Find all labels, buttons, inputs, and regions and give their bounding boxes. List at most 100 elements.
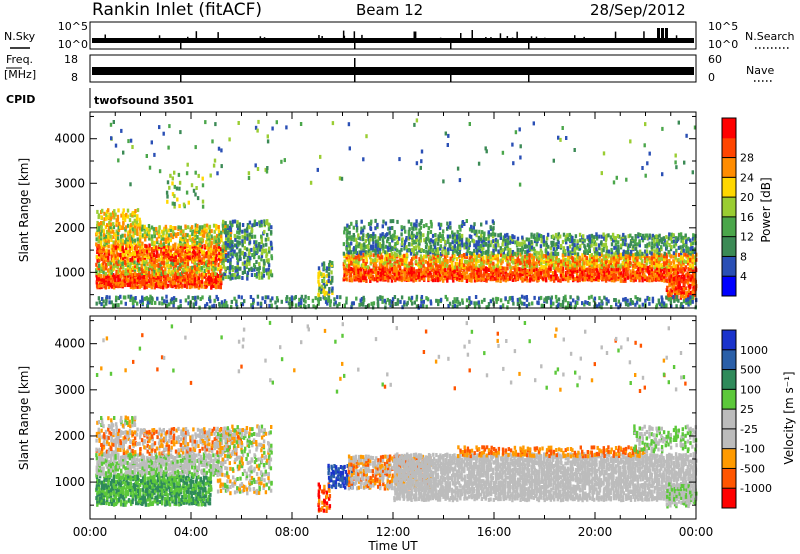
power-cell	[496, 278, 500, 283]
power-cell	[202, 255, 206, 260]
power-cell	[670, 281, 673, 286]
power-cell	[225, 233, 228, 238]
power-cell	[235, 244, 239, 249]
power-cell	[95, 254, 99, 259]
freq-trace	[92, 67, 694, 75]
power-cell	[318, 282, 321, 287]
power-cell	[576, 276, 579, 281]
power-cell	[472, 252, 475, 257]
power-cell	[588, 249, 591, 253]
power-cell	[473, 222, 476, 227]
power-cell	[479, 265, 483, 270]
power-cell	[143, 224, 146, 229]
power-cell	[285, 125, 288, 130]
power-cell	[252, 246, 256, 251]
power-cell	[141, 227, 144, 232]
power-cell	[210, 281, 213, 286]
power-cell	[119, 257, 123, 262]
nsky-spike	[661, 28, 664, 42]
power-cell	[537, 259, 541, 263]
nsky-spike	[492, 39, 494, 42]
power-heatmap	[95, 118, 698, 310]
power-cell	[434, 251, 437, 256]
power-cell	[400, 227, 404, 232]
power-cell	[211, 304, 214, 309]
power-cell	[162, 260, 165, 265]
power-cell	[153, 152, 156, 157]
power-cell	[139, 222, 142, 227]
power-cell	[112, 282, 116, 287]
power-cell	[226, 224, 229, 229]
power-cell	[206, 250, 209, 255]
power-cell	[436, 257, 440, 262]
power-cell	[143, 296, 146, 301]
power-cell	[183, 283, 187, 288]
power-cell	[504, 246, 507, 251]
freq-unit-label: [MHz]	[4, 68, 36, 81]
power-cell	[108, 295, 111, 300]
power-cell	[124, 252, 127, 257]
power-cell	[112, 120, 115, 124]
power-cell	[155, 226, 158, 231]
power-cell	[95, 301, 98, 306]
power-cell	[257, 119, 260, 124]
power-cell	[643, 273, 646, 278]
power-cell	[429, 270, 432, 275]
power-cell	[644, 266, 647, 271]
power-cell	[236, 240, 239, 245]
power-cell	[181, 256, 184, 261]
power-cell	[139, 257, 142, 262]
power-cell	[100, 245, 104, 250]
power-cell	[227, 275, 230, 280]
power-cell	[682, 243, 685, 248]
power-cell	[439, 254, 442, 258]
power-cell	[157, 268, 160, 273]
power-cell	[215, 223, 218, 228]
power-cell	[348, 262, 351, 267]
power-cell	[480, 233, 483, 238]
power-cell	[345, 255, 348, 260]
power-cell	[499, 272, 502, 277]
power-cell	[504, 233, 507, 238]
power-cell	[112, 273, 115, 277]
power-cell	[98, 264, 101, 268]
power-cell	[114, 298, 118, 303]
power-cell	[116, 284, 120, 289]
power-cell	[138, 238, 142, 243]
power-cell	[161, 296, 164, 301]
power-cell	[314, 296, 317, 301]
power-cell	[309, 180, 313, 185]
power-cell	[524, 274, 527, 279]
power-cell	[191, 254, 195, 259]
power-cell	[693, 250, 697, 255]
power-cell	[131, 254, 135, 259]
power-cell	[613, 252, 616, 257]
power-cell	[451, 270, 454, 275]
power-cell	[293, 296, 296, 301]
power-cell	[492, 251, 495, 256]
power-cell	[124, 271, 127, 276]
power-cell	[432, 255, 436, 260]
power-cell	[271, 296, 274, 301]
power-cell	[100, 274, 103, 278]
power-cell	[602, 254, 605, 259]
power-cell	[500, 261, 503, 266]
power-cell	[321, 262, 324, 267]
power-cell	[600, 171, 603, 176]
power-cell	[448, 275, 452, 280]
power-cell	[100, 262, 104, 267]
power-cell	[158, 301, 161, 306]
power-cell	[648, 271, 651, 276]
power-cell	[617, 267, 620, 272]
power-cell	[523, 258, 526, 263]
power-cell	[486, 252, 490, 257]
power-cell	[630, 249, 633, 254]
power-cell	[473, 248, 476, 253]
power-cell	[562, 261, 566, 266]
power-cell	[389, 266, 392, 271]
power-cell	[260, 234, 263, 239]
power-cell	[138, 217, 141, 222]
power-cell	[436, 278, 440, 283]
power-cell	[117, 246, 120, 251]
power-cell	[504, 257, 508, 262]
